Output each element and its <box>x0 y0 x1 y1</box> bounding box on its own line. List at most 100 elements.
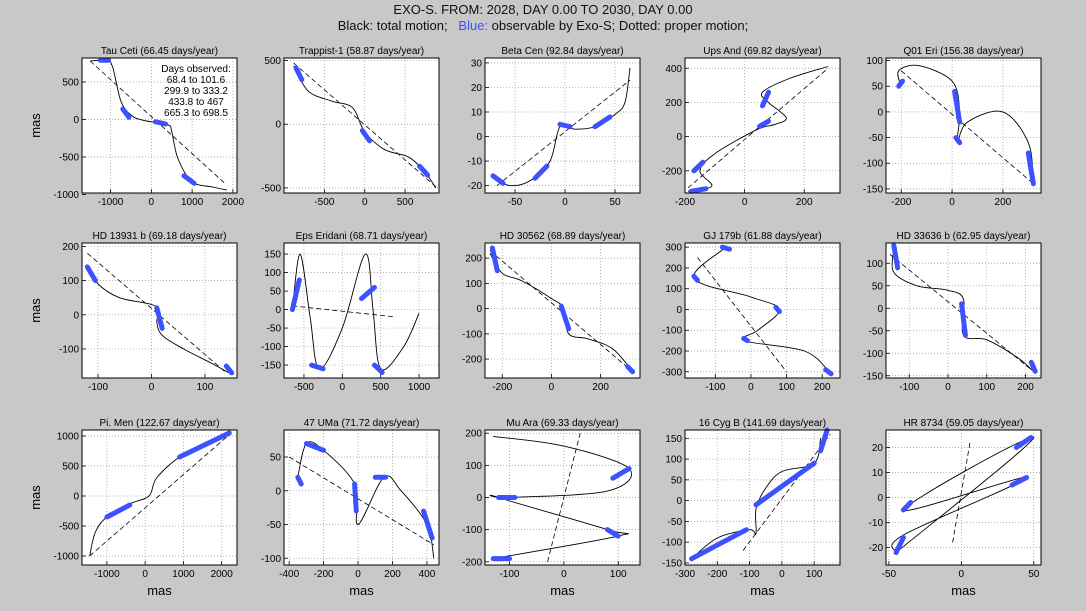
observable-segment <box>295 474 304 487</box>
plot-area <box>886 430 1041 565</box>
y-tick-label: -100 <box>59 344 79 355</box>
x-tick-label: 2000 <box>211 569 234 580</box>
proper-motion-line <box>89 432 232 557</box>
y-tick-label: 400 <box>665 64 682 75</box>
plot-frame <box>684 242 841 379</box>
proper-motion-line <box>489 250 633 372</box>
x-tick-label: -400 <box>279 569 299 580</box>
y-tick-label: -500 <box>261 183 281 194</box>
x-tick-label: 50 <box>1028 569 1040 580</box>
panel-7: -200 0 200 -200 -100 0 100 200 HD 30562 (68.89 d… <box>462 231 641 393</box>
figure-legend-line: Black: total motion; Blue: observable by… <box>0 18 1086 33</box>
y-tick-label: 20 <box>471 83 483 94</box>
plot-area <box>685 243 840 378</box>
total-motion-line <box>897 64 1034 184</box>
y-tick-label: 150 <box>665 434 682 445</box>
observable-segment <box>741 336 750 344</box>
proper-motion-line <box>288 456 435 546</box>
y-tick-label: 10 <box>872 468 884 479</box>
observable-segment <box>823 367 834 377</box>
x-tick-label: 0 <box>742 197 748 208</box>
proper-motion-line <box>952 442 971 543</box>
x-tick-label: 200 <box>814 382 831 393</box>
observable-segment <box>104 502 133 520</box>
proper-motion-line <box>496 79 631 186</box>
x-axis-label: mas <box>951 583 976 598</box>
observable-segment <box>490 173 506 186</box>
x-tick-label: 100 <box>778 382 795 393</box>
panel-title: Q01 Eri (156.38 days/year) <box>903 46 1023 57</box>
y-tick-label: -1000 <box>53 552 79 563</box>
y-tick-label: -500 <box>59 153 79 164</box>
plot-area <box>886 58 1041 193</box>
y-tick-label: -100 <box>261 342 281 353</box>
y-tick-label: -100 <box>462 329 482 340</box>
panel-title: Eps Eridani (68.71 days/year) <box>296 231 428 242</box>
y-tick-label: -50 <box>869 326 884 337</box>
y-tick-label: 0 <box>275 486 281 497</box>
x-tick-label: 2000 <box>222 197 245 208</box>
panel-4: -200 0 200 -150 -100 -50 0 50 100 Q01 Eri (156.38… <box>863 46 1042 208</box>
plot-area <box>82 430 237 565</box>
panel-2: -50 0 50 -20 -10 0 10 20 30 Beta Cen (92.84 days/… <box>468 46 641 208</box>
y-tick-label: -500 <box>59 522 79 533</box>
panel-5: -100 0 100 -100 0 100 200 HD 13931 b (69.18 day… <box>28 231 238 393</box>
y-tick-label: 500 <box>264 56 281 67</box>
observable-segment <box>691 159 706 174</box>
observable-segment <box>952 88 963 125</box>
x-tick-label: -100 <box>740 569 760 580</box>
y-tick-label: -100 <box>863 349 883 360</box>
y-tick-label: 200 <box>665 263 682 274</box>
x-tick-label: -1000 <box>94 569 120 580</box>
legend-blue-text: observable by Exo-S; <box>488 18 616 33</box>
observable-segment <box>691 273 700 283</box>
observable-segment <box>760 89 771 109</box>
y-tick-label: 50 <box>872 82 884 93</box>
x-tick-label: -200 <box>492 382 512 393</box>
observable-segment <box>289 277 302 313</box>
x-tick-label: -500 <box>314 197 334 208</box>
proper-motion-line <box>900 70 1034 185</box>
observable-segment <box>757 118 771 129</box>
total-motion-line <box>687 66 829 192</box>
x-tick-label: 0 <box>340 382 346 393</box>
observable-segment <box>223 363 235 376</box>
panel-11: -400 -200 0 200 400 -100 -50 0 50 47 UMa (71.72 d… <box>261 418 440 598</box>
observable-segment <box>152 119 169 127</box>
y-tick-label: 10 <box>471 108 483 119</box>
x-tick-label: -300 <box>675 569 695 580</box>
observable-segment <box>959 301 968 338</box>
x-tick-label: 1000 <box>408 382 431 393</box>
y-tick-label: 0 <box>73 115 79 126</box>
proper-motion-line <box>293 62 437 187</box>
observable-segment <box>773 304 782 314</box>
y-tick-label: 100 <box>665 455 682 466</box>
x-tick-label: 500 <box>372 382 389 393</box>
days-observed-annotation: 433.8 to 467 <box>168 97 224 108</box>
observable-segment <box>896 78 905 89</box>
y-tick-label: 200 <box>465 254 482 265</box>
y-tick-label: 100 <box>62 276 79 287</box>
y-tick-label: -100 <box>462 525 482 536</box>
y-tick-label: 100 <box>665 284 682 295</box>
x-tick-label: 200 <box>592 382 609 393</box>
x-tick-label: 200 <box>995 197 1012 208</box>
y-tick-label: -100 <box>662 538 682 549</box>
x-tick-label: 50 <box>609 197 621 208</box>
y-tick-label: 150 <box>264 250 281 261</box>
x-tick-label: -50 <box>508 197 523 208</box>
x-axis-label: mas <box>349 583 374 598</box>
y-tick-label: -50 <box>668 517 683 528</box>
observable-segment <box>84 264 98 284</box>
y-tick-label: -200 <box>462 557 482 568</box>
days-observed-annotation: 68.4 to 101.6 <box>167 75 226 86</box>
x-tick-label: -100 <box>88 382 108 393</box>
x-tick-label: -50 <box>882 569 897 580</box>
plot-frame <box>885 242 1042 379</box>
plot-frame <box>283 429 440 566</box>
legend-dotted: Dotted: proper motion; <box>618 18 749 33</box>
y-axis-label: mas <box>28 113 43 138</box>
panel-title: Mu Ara (69.33 days/year) <box>506 418 618 429</box>
y-tick-label: 100 <box>264 268 281 279</box>
y-tick-label: 100 <box>866 56 883 67</box>
